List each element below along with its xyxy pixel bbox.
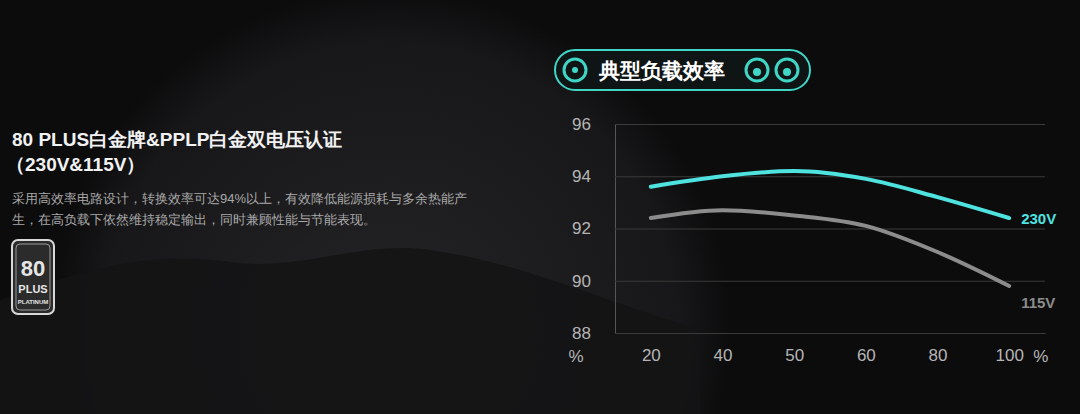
title-icon bbox=[776, 59, 798, 81]
badge-frame bbox=[12, 240, 54, 314]
grid-line bbox=[615, 176, 1045, 177]
x-tick: 60 bbox=[857, 333, 876, 365]
y-axis-line bbox=[616, 125, 1046, 334]
chart-title-badge: 典型负载效率 bbox=[555, 50, 810, 90]
y-tick: 96 bbox=[572, 115, 1045, 134]
y-tick: 92 bbox=[572, 219, 1045, 238]
background-hills bbox=[0, 248, 700, 414]
chart-title: 典型负载效率 bbox=[598, 59, 725, 82]
x-tick-label: 60 bbox=[857, 346, 876, 365]
x-tick-label: 50 bbox=[785, 346, 804, 365]
badge-text: PLUS bbox=[18, 283, 47, 295]
plot-marks bbox=[651, 171, 1009, 286]
y-tick-label: 96 bbox=[572, 115, 591, 134]
title-frame bbox=[555, 50, 810, 90]
title-icon bbox=[753, 68, 761, 76]
x-axis-line bbox=[616, 333, 1046, 334]
x-tick-label: 80 bbox=[929, 346, 948, 365]
badge-inner bbox=[16, 244, 50, 310]
series-label: 115V bbox=[1021, 294, 1055, 311]
page: 80 PLUS白金牌&PPLP白金双电压认证 （230V&115V） 采用高效率电路… bbox=[0, 0, 1080, 414]
title-icon bbox=[746, 59, 768, 81]
y-tick-label: 92 bbox=[572, 219, 591, 238]
x-tick: 20 bbox=[642, 333, 661, 365]
y-axis-label: % bbox=[568, 347, 583, 366]
description: 采用高效率电路设计，转换效率可达94%以上，有效降低能源损耗与多余热能产生，在高… bbox=[12, 191, 467, 227]
title-icon bbox=[572, 67, 578, 73]
badge-text: PLATINUM bbox=[18, 299, 49, 305]
badge-text: 80 bbox=[21, 256, 45, 281]
grid-line bbox=[615, 229, 1045, 230]
title-icon bbox=[783, 68, 791, 76]
x-tick-label: 100 bbox=[995, 346, 1023, 365]
y-tick-label: 94 bbox=[572, 167, 591, 186]
x-axis-label: % bbox=[1033, 347, 1048, 366]
y-tick: 88 bbox=[572, 324, 1045, 343]
title-icon bbox=[564, 59, 586, 81]
x-axis: 20 40 50 60 80 100 bbox=[616, 333, 1046, 365]
heading: 80 PLUS白金牌&PPLP白金双电压认证 （230V&115V） bbox=[6, 129, 342, 175]
x-tick: 40 bbox=[714, 333, 733, 365]
x-tick: 80 bbox=[929, 333, 948, 365]
x-tick-label: 40 bbox=[714, 346, 733, 365]
series-line bbox=[651, 210, 1009, 286]
series-label: 230V bbox=[1021, 210, 1056, 227]
description-line: 采用高效率电路设计，转换效率可达94%以上，有效降低能源损耗与多余热能产 bbox=[12, 191, 467, 206]
x-tick-label: 20 bbox=[642, 346, 661, 365]
badge: 80 PLUS PLATINUM bbox=[12, 240, 54, 314]
heading-line: 80 PLUS白金牌&PPLP白金双电压认证 bbox=[12, 129, 342, 150]
x-tick: 50 bbox=[785, 333, 804, 365]
grid-line bbox=[615, 281, 1045, 282]
grid-line bbox=[615, 124, 1045, 125]
y-axis: 88 90 92 94 96 bbox=[572, 115, 1045, 343]
x-tick: 100 bbox=[995, 333, 1023, 365]
y-tick-label: 88 bbox=[572, 324, 591, 343]
description-line: 生，在高负载下依然维持稳定输出，同时兼顾性能与节能表现。 bbox=[12, 212, 376, 227]
grid-line bbox=[615, 333, 1045, 334]
heading-line: （230V&115V） bbox=[6, 154, 145, 175]
y-tick-label: 90 bbox=[572, 272, 591, 291]
y-tick: 90 bbox=[572, 272, 1045, 291]
